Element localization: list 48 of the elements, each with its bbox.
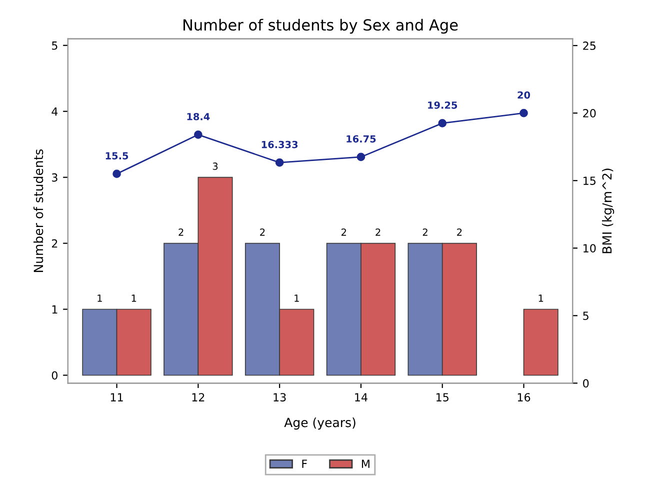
data-label: 2 [376,228,380,236]
data-label: 19.25 [428,101,458,109]
data-label: 1 [98,294,102,302]
data-label: 2 [341,228,346,236]
y2-tick-label: 15 [584,176,596,185]
data-label: 2 [260,228,265,236]
y2-tick-label: 20 [583,109,596,118]
x-tick-label: 12 [192,393,204,402]
chart-title: Number of students by Sex and Age [184,18,458,34]
y2-tick-label: 10 [584,244,596,252]
y2-tick-label: 5 [583,312,588,320]
point [275,158,284,167]
legend-label: F [302,460,307,468]
data-label: 20 [518,91,530,99]
y2-tick-label: 0 [583,379,589,388]
data-label: 1 [538,294,544,302]
y-tick-label: 2 [52,239,58,248]
data-label: 2 [178,228,184,236]
data-label: 16.75 [346,135,376,143]
y2-axis-title: BMI (kg/m^2) [602,168,614,254]
y-tick-label: 1 [52,305,58,314]
bar [523,308,558,376]
point [356,152,366,162]
x-axis-title: Age (years) [284,418,356,430]
y-tick-label: 0 [52,371,58,380]
data-label: 16.333 [262,140,298,148]
legend-label: M [362,460,370,468]
x-tick-label: 16 [518,393,530,402]
point [112,170,121,178]
y-tick-label: 5 [52,42,58,50]
data-label: 1 [132,294,136,302]
x-tick-label: 13 [274,393,286,402]
data-label: 2 [457,228,462,236]
point [194,130,202,139]
y2-tick-label: 25 [583,42,596,50]
data-label: 15.5 [106,152,128,160]
y-axis-title: Number of students [33,149,44,272]
x-tick-label: 15 [436,393,448,402]
data-label: 2 [422,228,428,236]
point [520,108,528,118]
x-tick-label: 14 [355,393,368,402]
x-tick-label: 11 [110,393,123,402]
y-tick-label: 4 [52,107,58,116]
data-label: 1 [294,294,299,302]
point [438,119,447,128]
y-tick-label: 3 [52,173,58,182]
data-label: 3 [212,162,218,170]
data-label: 18.4 [187,112,210,120]
